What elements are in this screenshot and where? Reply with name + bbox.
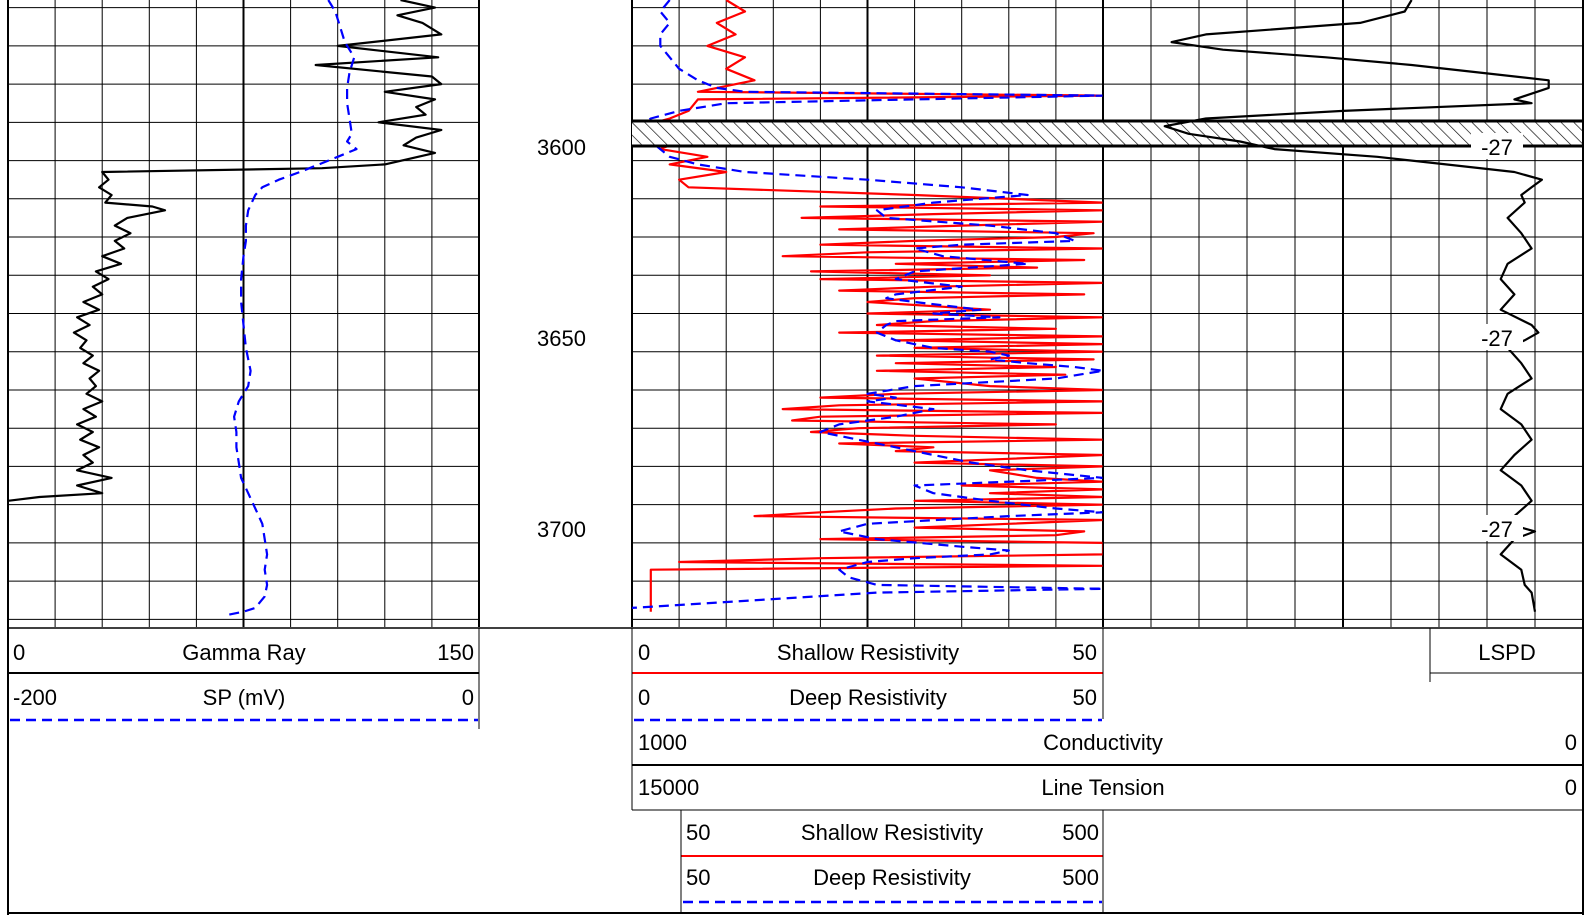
deep-resistivity-backup-header: 50 Deep Resistivity 500	[680, 810, 1104, 913]
deep-resistivity-backup-max: 500	[1062, 865, 1099, 890]
track-3-curves	[1163, 0, 1550, 612]
deep-resistivity-backup-name: Deep Resistivity	[813, 865, 971, 890]
gamma-ray-curve	[8, 0, 443, 502]
sp-max: 0	[462, 685, 474, 710]
track-2	[631, 0, 1104, 627]
gamma-ray-name: Gamma Ray	[182, 640, 305, 665]
depth-label: 3700	[537, 517, 586, 542]
shallow-resistivity-min: 0	[638, 640, 650, 665]
line-tension-header: 15000 Line Tension 0	[632, 775, 1583, 811]
conductivity-max: 0	[1565, 730, 1577, 755]
track-1-grid	[7, 0, 480, 627]
shallow-resistivity-backup-min: 50	[686, 820, 710, 845]
line-tension-min: 15000	[638, 775, 699, 800]
track-1	[7, 0, 480, 627]
conductivity-name: Conductivity	[1043, 730, 1163, 755]
lspd-name: LSPD	[1478, 640, 1535, 665]
lspd-labels: -27 -27 -27	[1471, 133, 1523, 542]
shallow-resistivity-backup-name: Shallow Resistivity	[801, 820, 983, 845]
lspd-value-label: -27	[1481, 326, 1513, 351]
line-tension-name: Line Tension	[1041, 775, 1164, 800]
deep-resistivity-max: 50	[1073, 685, 1097, 710]
lspd-value-label: -27	[1481, 135, 1513, 160]
depth-label: 3650	[537, 326, 586, 351]
lspd-label-bg	[1471, 515, 1523, 541]
depth-label: 3600	[537, 135, 586, 160]
gamma-ray-min: 0	[13, 640, 25, 665]
depth-track: 3600 3650 3700	[537, 135, 586, 542]
gamma-ray-max: 150	[437, 640, 474, 665]
deep-resistivity-name: Deep Resistivity	[789, 685, 947, 710]
lspd-curve	[1163, 0, 1550, 612]
shallow-resistivity-header: 0 Shallow Resistivity 50	[632, 640, 1103, 674]
deep-resistivity-min: 0	[638, 685, 650, 710]
conductivity-header: 1000 Conductivity 0	[632, 730, 1583, 766]
hatched-zone	[632, 119, 1583, 148]
gamma-ray-header: 0 Gamma Ray 150	[8, 640, 479, 674]
shallow-resistivity-max: 50	[1073, 640, 1097, 665]
track-3: -27 -27 -27	[632, 0, 1584, 627]
deep-resistivity-backup-min: 50	[686, 865, 710, 890]
track-3-grid	[1102, 0, 1584, 627]
line-tension-max: 0	[1565, 775, 1577, 800]
hatched-interval	[632, 121, 1583, 146]
shallow-resistivity-name: Shallow Resistivity	[777, 640, 959, 665]
lspd-label-bg	[1471, 324, 1523, 350]
shallow-resistivity-backup-header: 50 Shallow Resistivity 500	[681, 820, 1103, 857]
deep-resistivity-header: 0 Deep Resistivity 50	[634, 628, 1104, 722]
lspd-label-bg	[1471, 133, 1523, 159]
lspd-header: LSPD	[1429, 628, 1583, 682]
sp-mv-curve	[224, 0, 358, 617]
lspd-value-label: -27	[1481, 517, 1513, 542]
sp-min: -200	[13, 685, 57, 710]
sp-header: -200 SP (mV) 0	[10, 628, 480, 729]
shallow-resistivity-backup-max: 500	[1062, 820, 1099, 845]
conductivity-min: 1000	[638, 730, 687, 755]
track-1-curves	[8, 0, 443, 617]
sp-name: SP (mV)	[203, 685, 286, 710]
shallow-resistivity-curve	[640, 0, 1103, 612]
